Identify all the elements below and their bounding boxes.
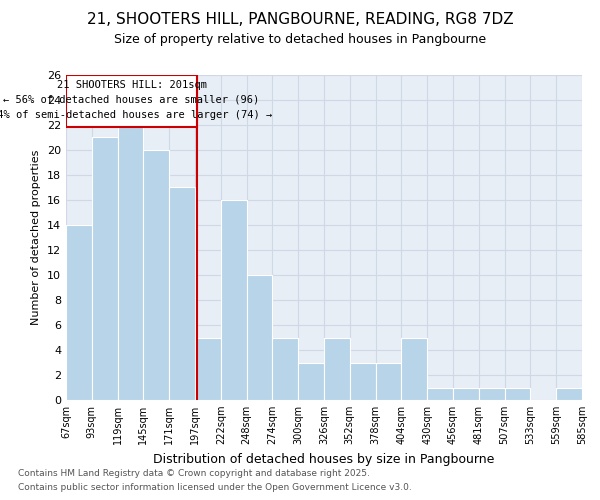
Text: 21 SHOOTERS HILL: 201sqm: 21 SHOOTERS HILL: 201sqm bbox=[56, 80, 206, 90]
Text: Contains HM Land Registry data © Crown copyright and database right 2025.: Contains HM Land Registry data © Crown c… bbox=[18, 468, 370, 477]
Bar bbox=[247, 275, 272, 400]
Bar bbox=[376, 362, 401, 400]
Bar bbox=[324, 338, 350, 400]
Bar bbox=[66, 225, 92, 400]
X-axis label: Distribution of detached houses by size in Pangbourne: Distribution of detached houses by size … bbox=[154, 452, 494, 466]
Bar bbox=[427, 388, 453, 400]
Text: 44% of semi-detached houses are larger (74) →: 44% of semi-detached houses are larger (… bbox=[0, 110, 272, 120]
Bar bbox=[272, 338, 298, 400]
Text: Size of property relative to detached houses in Pangbourne: Size of property relative to detached ho… bbox=[114, 32, 486, 46]
FancyBboxPatch shape bbox=[66, 75, 197, 128]
Bar bbox=[556, 388, 582, 400]
Y-axis label: Number of detached properties: Number of detached properties bbox=[31, 150, 41, 325]
Text: 21, SHOOTERS HILL, PANGBOURNE, READING, RG8 7DZ: 21, SHOOTERS HILL, PANGBOURNE, READING, … bbox=[86, 12, 514, 28]
Bar bbox=[479, 388, 505, 400]
Bar bbox=[350, 362, 376, 400]
Bar bbox=[401, 338, 427, 400]
Bar bbox=[505, 388, 530, 400]
Bar bbox=[143, 150, 169, 400]
Bar bbox=[92, 138, 118, 400]
Bar bbox=[169, 188, 195, 400]
Bar bbox=[453, 388, 479, 400]
Bar bbox=[298, 362, 324, 400]
Bar bbox=[221, 200, 247, 400]
Text: Contains public sector information licensed under the Open Government Licence v3: Contains public sector information licen… bbox=[18, 484, 412, 492]
Bar bbox=[118, 125, 143, 400]
Text: ← 56% of detached houses are smaller (96): ← 56% of detached houses are smaller (96… bbox=[4, 95, 260, 105]
Bar bbox=[195, 338, 221, 400]
